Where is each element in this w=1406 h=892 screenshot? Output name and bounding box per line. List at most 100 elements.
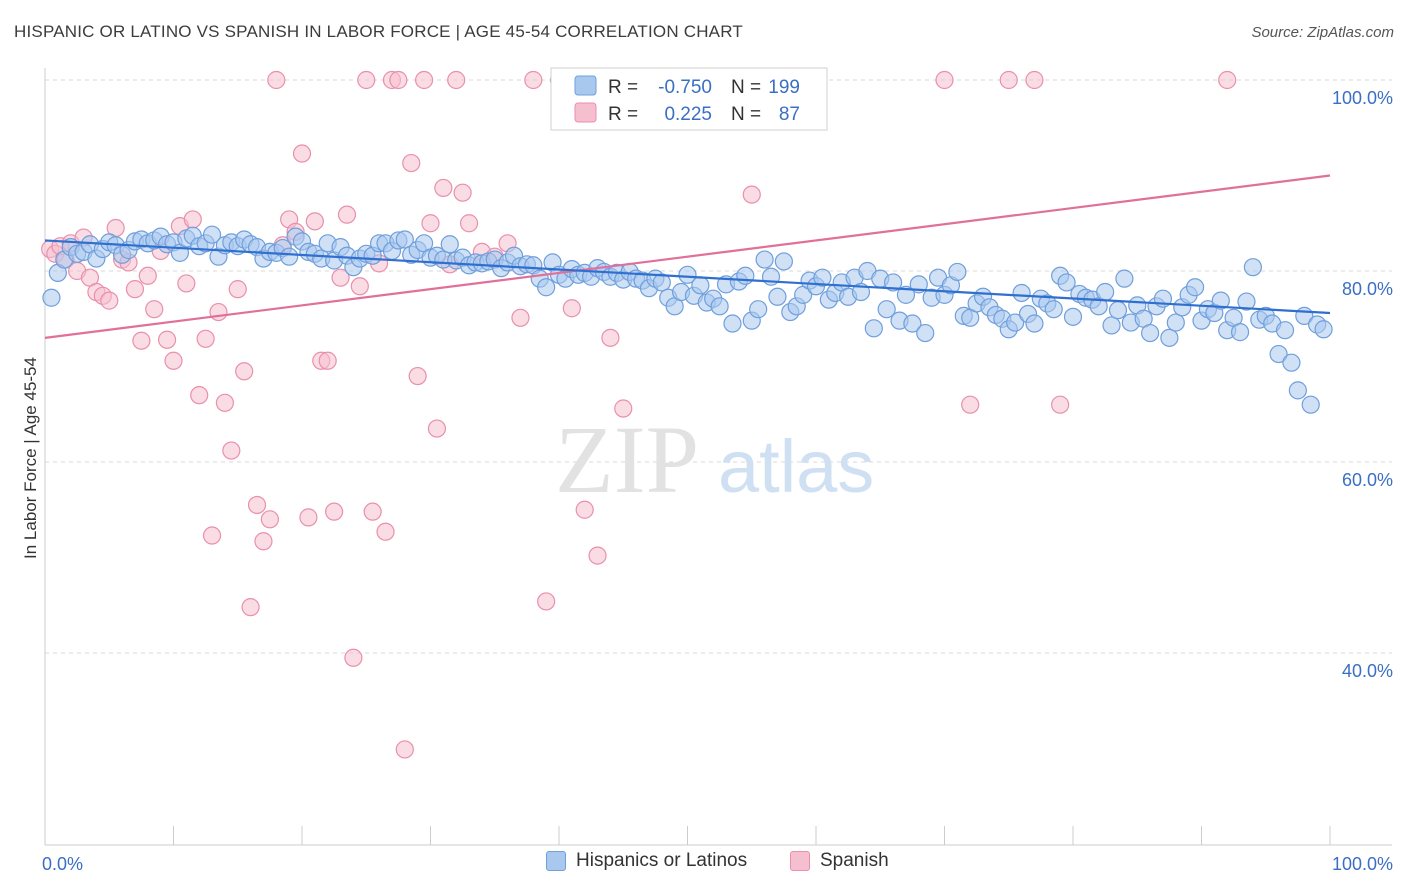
hispanic-point	[691, 276, 710, 295]
hispanic-point	[755, 250, 774, 269]
spanish-point	[318, 351, 337, 370]
spanish-point	[389, 70, 408, 90]
hispanic-point	[1288, 381, 1307, 400]
hispanic-point	[280, 247, 299, 266]
spanish-point	[350, 277, 369, 296]
hispanic-point	[1282, 353, 1301, 372]
spanish-point	[157, 330, 177, 349]
hispanic-point	[1314, 320, 1333, 339]
hispanic-point	[1057, 273, 1076, 292]
spanish-point	[125, 280, 145, 299]
hispanic-point	[537, 278, 556, 297]
spanish-point	[575, 500, 594, 519]
grid-layer: 100.0% 80.0% 60.0% 40.0%	[45, 79, 1393, 681]
hispanic-point	[1243, 258, 1263, 277]
spanish-point	[305, 212, 324, 231]
hispanic-point	[1025, 314, 1044, 333]
hispanic-point	[948, 262, 967, 282]
hispanic-point	[1012, 283, 1031, 303]
spanish-point	[100, 291, 119, 310]
y-tick-label: 60.0%	[1342, 470, 1393, 490]
spanish-point	[363, 502, 382, 521]
bottom-legend-label-spanish: Spanish	[820, 850, 889, 871]
legend-n-label-spanish: N =	[731, 104, 761, 125]
x-tick-label-start: 0.0%	[42, 854, 83, 874]
hispanic-point	[710, 297, 729, 316]
spanish-point	[453, 183, 472, 202]
hispanic-point	[440, 235, 459, 254]
spanish-point	[537, 592, 556, 611]
spanish-point	[408, 366, 427, 386]
spanish-point	[267, 70, 286, 90]
spanish-point	[247, 495, 267, 515]
hispanic-point	[1301, 395, 1320, 414]
spanish-trend-line	[44, 174, 1331, 339]
hispanic-point	[1115, 269, 1134, 288]
hispanic-point	[678, 265, 697, 284]
spanish-point	[331, 268, 350, 287]
chart-source: Source: ZipAtlas.com	[1251, 24, 1394, 41]
hispanic-point	[652, 273, 671, 292]
spanish-point	[132, 331, 151, 350]
hispanic-point	[42, 288, 61, 307]
legend-r-label-hispanic: R =	[608, 77, 638, 98]
spanish-point	[1025, 70, 1044, 90]
spanish-point	[562, 299, 581, 318]
hispanic-point	[1269, 344, 1288, 364]
chart-title: HISPANIC OR LATINO VS SPANISH IN LABOR F…	[14, 22, 743, 41]
spanish-point	[254, 532, 273, 551]
spanish-point	[588, 546, 607, 565]
spanish-point	[601, 328, 620, 347]
spanish-point	[183, 210, 202, 229]
correlation-legend: R = -0.750 N = 199 R = 0.225 N = 87	[550, 67, 828, 131]
spanish-point	[260, 510, 279, 529]
spanish-point	[402, 153, 421, 173]
hispanic-point	[749, 300, 768, 319]
spanish-point	[961, 395, 980, 414]
hispanic-point	[1211, 291, 1230, 310]
legend-swatch-spanish	[574, 102, 597, 123]
spanish-point	[524, 70, 543, 90]
spanish-point	[447, 70, 466, 90]
watermark-atlas: atlas	[718, 425, 874, 508]
legend-n-value-hispanic: 199	[768, 77, 800, 98]
hispanic-point	[768, 287, 787, 306]
legend-n-value-spanish: 87	[779, 104, 800, 125]
trend-lines	[44, 174, 1331, 339]
axis-layer: 0.0% 100.0%	[42, 68, 1393, 874]
spanish-point	[325, 502, 344, 521]
hispanic-point	[813, 268, 832, 287]
hispanic-point	[1006, 313, 1025, 332]
y-axis-title: In Labor Force | Age 45-54	[21, 357, 40, 559]
spanish-point	[222, 441, 241, 460]
spanish-point	[376, 522, 395, 541]
spanish-point	[190, 386, 209, 405]
bottom-legend-label-hispanic: Hispanics or Latinos	[576, 850, 748, 871]
hispanic-point	[1140, 323, 1160, 343]
hispanic-points	[42, 225, 1333, 414]
hispanic-point	[774, 252, 793, 271]
spanish-point	[357, 70, 376, 90]
legend-r-value-hispanic: -0.750	[658, 77, 712, 98]
spanish-point	[459, 214, 479, 233]
spanish-point	[202, 526, 222, 545]
legend-r-value-spanish: 0.225	[664, 104, 712, 125]
spanish-point	[395, 740, 414, 759]
spanish-point	[421, 214, 440, 233]
spanish-point	[228, 280, 247, 299]
hispanic-point	[1166, 313, 1185, 332]
hispanic-point	[883, 273, 903, 292]
spanish-point	[337, 205, 357, 224]
y-tick-label: 100.0%	[1332, 88, 1393, 108]
spanish-point	[434, 178, 453, 198]
y-tick-label: 80.0%	[1342, 279, 1393, 299]
bottom-legend-swatch-spanish	[790, 851, 810, 871]
y-tick-label: 40.0%	[1342, 661, 1393, 681]
hispanic-point	[896, 285, 916, 304]
watermark: ZIP atlas	[555, 406, 874, 513]
hispanic-point	[1185, 278, 1205, 297]
hispanic-trend-line	[44, 239, 1331, 315]
spanish-point	[427, 419, 447, 438]
watermark-zip: ZIP	[555, 406, 699, 513]
spanish-point	[235, 362, 254, 381]
